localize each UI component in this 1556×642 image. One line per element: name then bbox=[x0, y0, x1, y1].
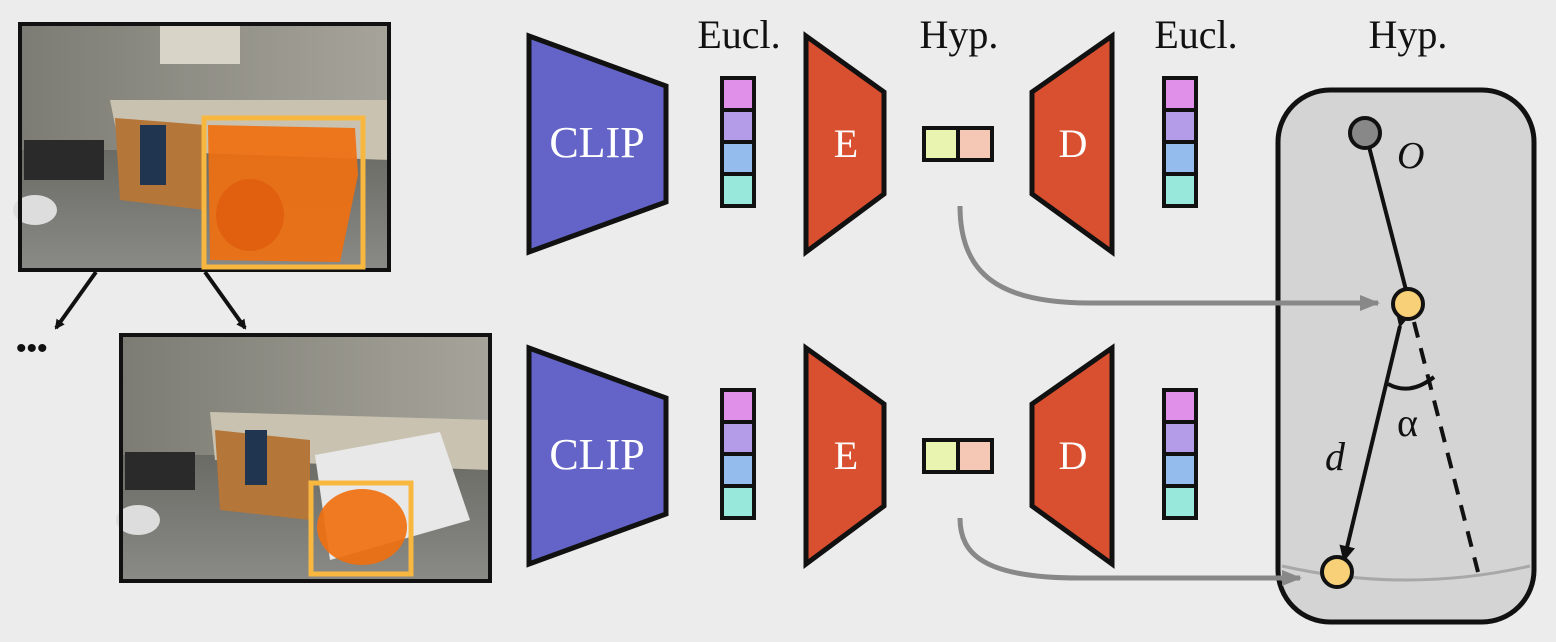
distance-arrow bbox=[1339, 310, 1412, 562]
top-washer-door bbox=[216, 179, 284, 251]
embedding-point-top bbox=[1391, 287, 1425, 321]
e-encoder-top bbox=[803, 31, 887, 257]
mapping-arrow-bottom bbox=[957, 517, 1302, 586]
e-label-bottom: E bbox=[834, 433, 858, 478]
e-encoder-bottom bbox=[803, 343, 887, 569]
top-bbox bbox=[201, 115, 366, 270]
d-label-top: D bbox=[1059, 121, 1088, 166]
clip-label-top: CLIP bbox=[549, 118, 644, 167]
euclidean-feature-bottom bbox=[720, 388, 756, 520]
header-hyp-2: Hyp. bbox=[1369, 12, 1448, 57]
clip-encoder-bottom bbox=[526, 344, 669, 568]
reconstructed-feature-bottom bbox=[1162, 388, 1198, 520]
origin-label: O bbox=[1397, 135, 1424, 177]
header-eucl-1: Eucl. bbox=[697, 12, 780, 57]
clip-label-bottom: CLIP bbox=[549, 430, 644, 479]
mapping-arrow-top bbox=[957, 205, 1380, 311]
d-label-bottom: D bbox=[1059, 433, 1088, 478]
distance-label: d bbox=[1325, 434, 1346, 479]
angle-label: α bbox=[1397, 400, 1418, 445]
embedding-point-bottom bbox=[1320, 555, 1354, 589]
origin-point bbox=[1348, 116, 1382, 150]
clip-encoder-top bbox=[526, 32, 669, 256]
e-label-top: E bbox=[834, 121, 858, 166]
ellipsis: ••• bbox=[16, 332, 48, 365]
arrow-to-bottom-photo bbox=[203, 270, 247, 330]
angle-arc bbox=[1387, 375, 1436, 391]
hyperbolic-feature-bottom bbox=[922, 438, 994, 474]
header-eucl-2: Eucl. bbox=[1154, 12, 1237, 57]
d-decoder-bottom bbox=[1029, 343, 1115, 569]
arrow-to-ellipsis bbox=[54, 270, 98, 330]
hyperbolic-boundary-arc bbox=[1281, 564, 1531, 582]
euclidean-feature-top bbox=[720, 76, 756, 208]
reconstructed-feature-top bbox=[1162, 76, 1198, 208]
bottom-washer-mask bbox=[317, 489, 407, 565]
bottom-photo bbox=[116, 333, 492, 583]
header-hyp-1: Hyp. bbox=[920, 12, 999, 57]
hyperbolic-feature-top bbox=[922, 126, 994, 162]
d-decoder-top bbox=[1029, 31, 1115, 257]
bottom-bbox bbox=[308, 480, 414, 577]
origin-line bbox=[1364, 134, 1408, 291]
